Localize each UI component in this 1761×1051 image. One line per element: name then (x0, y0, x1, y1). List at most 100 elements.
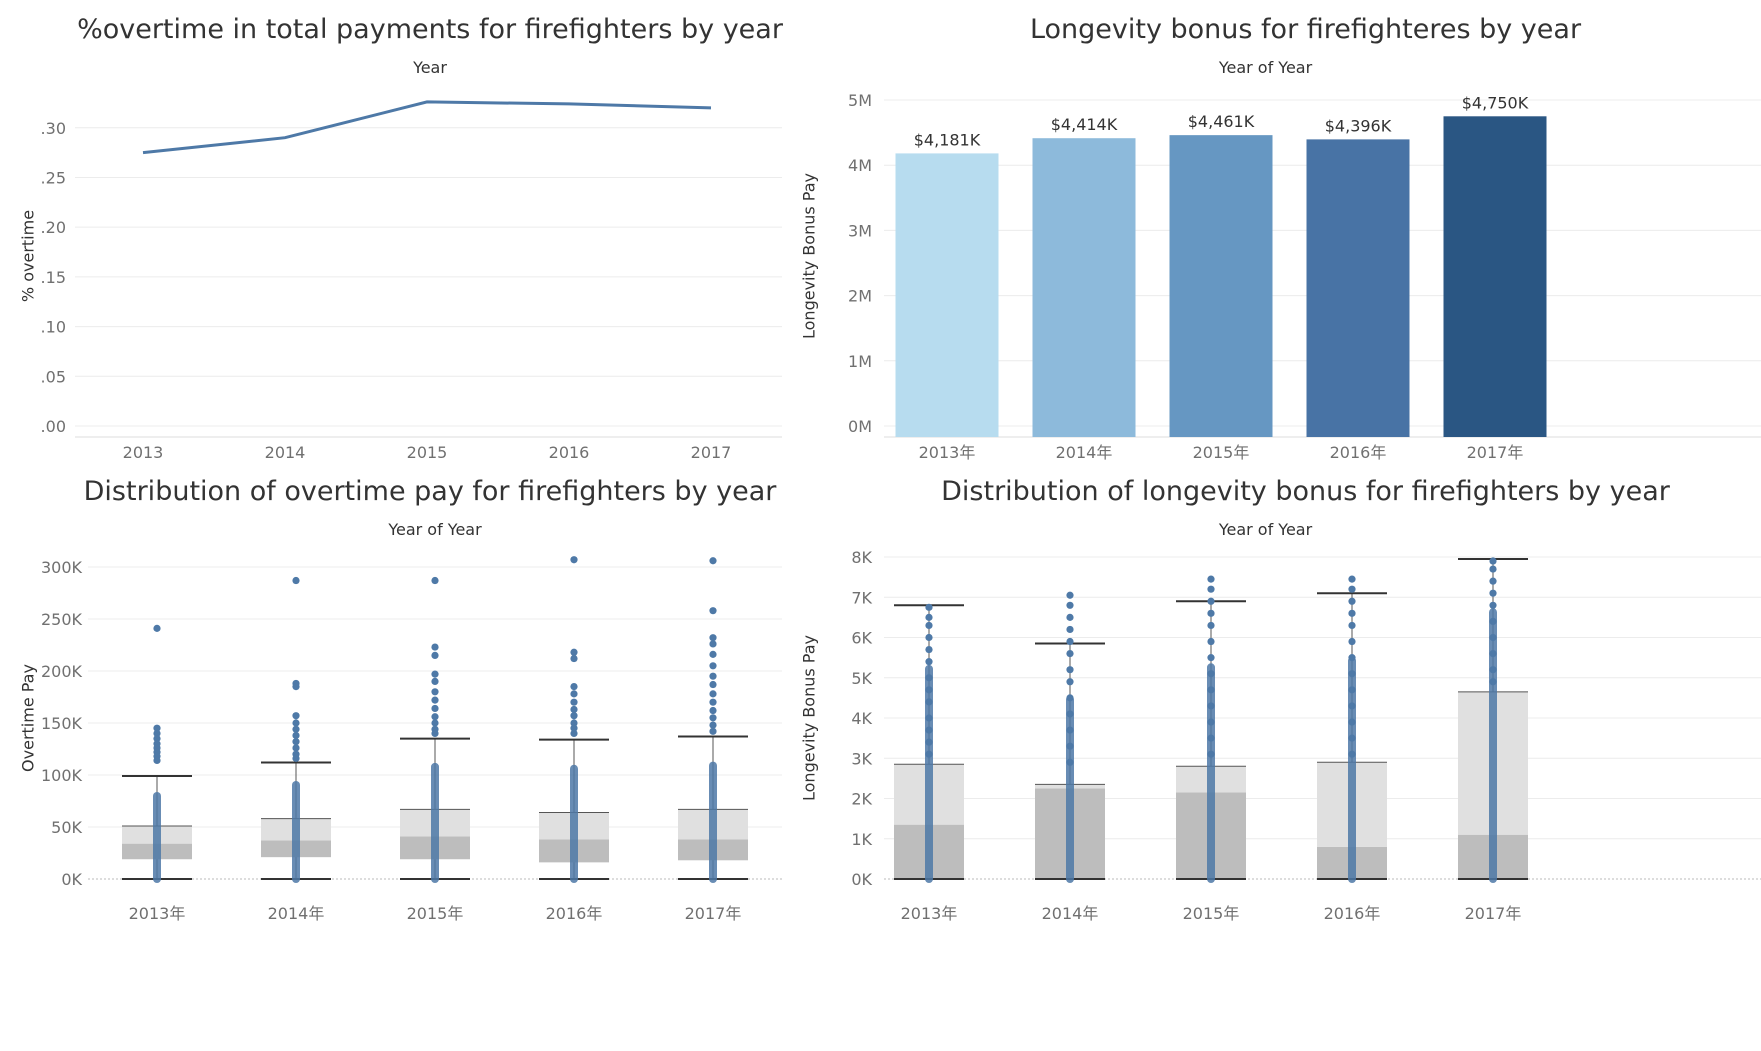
x-tick-label: 2014年 (1042, 904, 1099, 923)
data-point (1489, 577, 1497, 585)
y-tick-label: .00 (41, 417, 66, 436)
data-point (1348, 702, 1356, 710)
data-point (709, 698, 717, 706)
data-point (925, 674, 933, 682)
series-line (142, 100, 712, 155)
data-point (709, 650, 717, 658)
data-point (1348, 597, 1356, 605)
data-point (1207, 575, 1215, 583)
y-tick-label: 250K (41, 610, 83, 629)
y-tick-label: 4K (851, 709, 872, 728)
x-tick-label: 2015年 (1193, 443, 1250, 462)
x-tick-label: 2013年 (129, 904, 186, 923)
data-point (709, 662, 717, 670)
bar (1032, 138, 1136, 437)
y-tick-label: .15 (41, 268, 66, 287)
x-tick-label: 2013 (123, 443, 164, 462)
overtime-pct-title: %overtime in total payments for firefigh… (77, 14, 783, 45)
longevity-box-xlabel: Year of Year (1218, 520, 1313, 539)
overtime-box-panel: Distribution of overtime pay for firefig… (0, 470, 870, 1051)
y-tick-label: 3K (851, 749, 872, 768)
overtime-box-xlabel: Year of Year (388, 520, 482, 539)
y-tick-label: .10 (41, 318, 66, 337)
data-point (292, 754, 300, 762)
longevity-box-panel: Distribution of longevity bonus for fire… (800, 470, 1761, 1051)
bar (1443, 116, 1547, 438)
data-point (1489, 666, 1497, 674)
data-point (925, 714, 933, 722)
data-point (1489, 589, 1497, 597)
data-point (570, 648, 578, 656)
data-point (1207, 585, 1215, 593)
data-point (1066, 678, 1074, 686)
data-point (1207, 718, 1215, 726)
data-point (1489, 633, 1497, 642)
data-point (925, 738, 933, 746)
data-point (925, 603, 933, 611)
data-point (431, 729, 439, 737)
data-point (1207, 597, 1215, 605)
data-point (1207, 637, 1215, 646)
x-tick-label: 2016年 (1330, 443, 1387, 462)
y-tick-label: 0M (848, 417, 872, 436)
y-tick-label: 7K (851, 588, 872, 607)
y-tick-label: 4M (848, 156, 872, 175)
data-point (709, 607, 717, 615)
data-point (1066, 613, 1074, 621)
data-point (709, 706, 717, 715)
data-point (1489, 678, 1497, 686)
x-tick-label: 2017年 (1467, 443, 1524, 462)
y-tick-label: 300K (41, 558, 83, 577)
data-point (709, 640, 717, 648)
data-point (570, 690, 578, 698)
data-point (1348, 670, 1356, 678)
x-tick-label: 2015年 (407, 904, 464, 923)
data-point (570, 705, 578, 714)
y-tick-label: 0K (61, 870, 82, 889)
x-tick-label: 2013年 (901, 904, 958, 923)
y-tick-label: 8K (851, 548, 872, 567)
data-point (292, 719, 300, 727)
data-point (1348, 686, 1356, 694)
data-point (1066, 650, 1074, 658)
longevity-box-plot: 0K 1K 2K 3K 4K 5K 6K 7K 8K 2013年 2014年 2015年 2016年 20… (851, 548, 1761, 923)
data-point (570, 724, 578, 732)
data-point (1066, 742, 1074, 750)
data-point (1348, 734, 1356, 742)
longevity-bar-title: Longevity bonus for firefighteres by yea… (1029, 14, 1582, 45)
data-point (709, 557, 717, 565)
y-tick-label: 2M (848, 287, 872, 306)
data-point (431, 719, 439, 727)
data-point (925, 750, 933, 758)
data-point (1348, 654, 1356, 662)
data-point (431, 651, 439, 659)
data-point (925, 645, 933, 654)
data-point (709, 672, 717, 680)
y-tick-label: 5K (851, 669, 872, 688)
data-point (709, 634, 717, 642)
longevity-box-title: Distribution of longevity bonus for fire… (941, 476, 1670, 507)
longevity-bar-xlabel: Year of Year (1218, 58, 1313, 77)
data-point (1348, 637, 1356, 646)
data-point (925, 698, 933, 706)
overtime-box-plot: 0K 50K 100K 150K 200K 250K 300K 2013年 2014年 2015年… (41, 556, 782, 923)
data-point (1207, 609, 1215, 617)
y-tick-label: 5M (848, 91, 872, 110)
data-point (1066, 666, 1074, 674)
data-point (1066, 637, 1074, 646)
data-point (292, 725, 300, 733)
x-tick-label: 2016年 (1324, 904, 1381, 923)
data-point (709, 727, 717, 735)
data-point (1066, 710, 1074, 718)
y-tick-label: 1K (851, 830, 872, 849)
data-point (925, 726, 933, 734)
x-tick-label: 2015年 (1183, 904, 1240, 923)
y-tick-label: 200K (41, 662, 83, 681)
data-point (153, 624, 161, 632)
bar-value-label: $4,750K (1462, 93, 1529, 112)
data-point (292, 744, 300, 752)
data-point (1489, 565, 1497, 573)
data-point (292, 712, 300, 720)
data-point (1489, 650, 1497, 658)
overtime-pct-xlabel: Year (413, 58, 447, 77)
